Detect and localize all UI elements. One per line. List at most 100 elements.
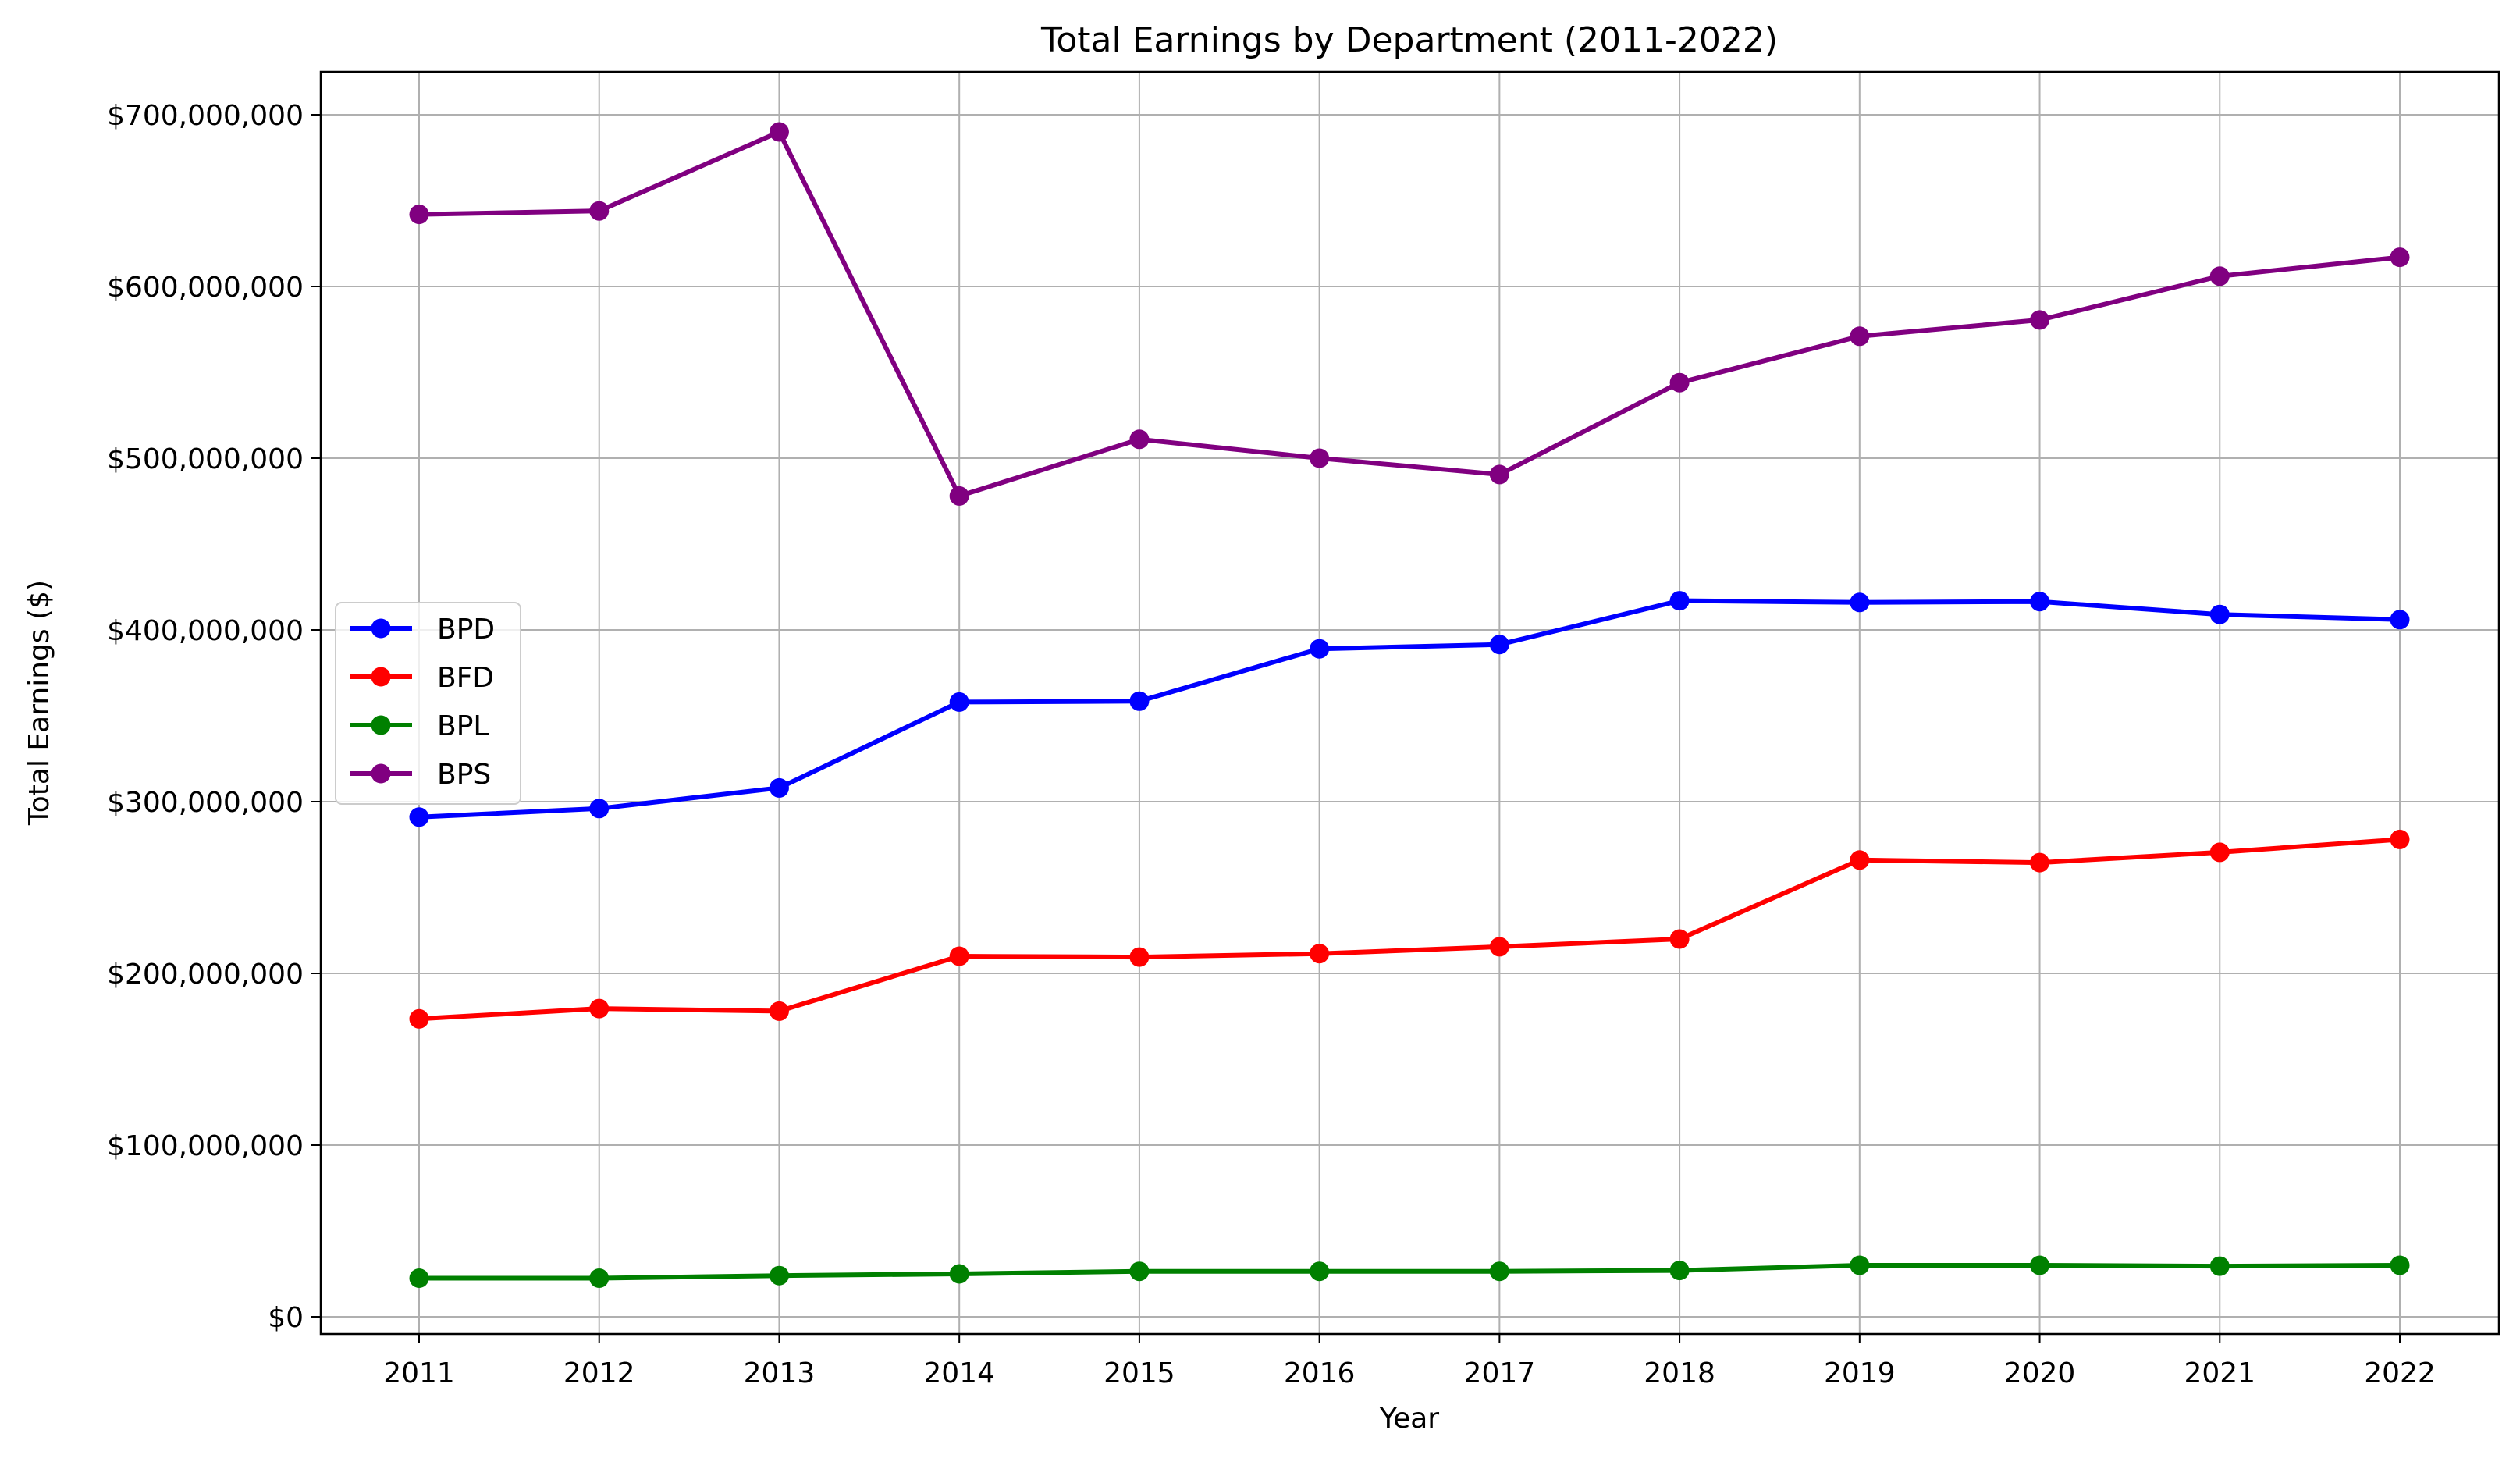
data-point-bpl bbox=[769, 1265, 789, 1286]
x-axis-title: Year bbox=[1379, 1403, 1439, 1435]
legend-label: BPD bbox=[437, 614, 495, 646]
x-tick-label: 2021 bbox=[2184, 1357, 2255, 1389]
y-tick-label: $300,000,000 bbox=[107, 787, 304, 819]
plot-area-frame bbox=[319, 70, 2500, 1336]
data-point-bps bbox=[1489, 464, 1509, 485]
data-point-bpd bbox=[1310, 639, 1330, 659]
data-point-bps bbox=[949, 486, 969, 506]
data-point-bfd bbox=[2030, 852, 2050, 873]
data-point-bpd bbox=[2030, 592, 2050, 612]
legend-item-bpl: BPL bbox=[350, 710, 489, 742]
legend-box bbox=[335, 602, 521, 805]
data-point-bfd bbox=[949, 946, 969, 966]
data-point-bpd bbox=[1669, 591, 1690, 611]
data-point-bfd bbox=[1310, 944, 1330, 964]
series-line-bps bbox=[417, 130, 2402, 499]
data-point-bfd bbox=[1489, 937, 1509, 957]
series-bpl bbox=[409, 1255, 2410, 1288]
x-tick-label: 2017 bbox=[1464, 1357, 1536, 1389]
y-tick-label: $100,000,000 bbox=[107, 1130, 304, 1162]
x-tick-label: 2011 bbox=[383, 1357, 455, 1389]
data-point-bfd bbox=[769, 1001, 789, 1021]
data-point-bpl bbox=[1310, 1261, 1330, 1282]
grid-lines bbox=[321, 72, 2499, 1334]
series-group bbox=[409, 122, 2410, 1288]
legend: BPD BFD BPL BPS bbox=[335, 602, 521, 805]
legend-label: BPL bbox=[437, 710, 489, 742]
data-point-bpd bbox=[409, 807, 429, 827]
y-axis-title: Total Earnings ($) bbox=[23, 580, 55, 826]
x-tick-label: 2016 bbox=[1284, 1357, 1356, 1389]
series-line-bpl bbox=[417, 1263, 2402, 1281]
y-tick-label: $500,000,000 bbox=[107, 443, 304, 475]
y-tick-label: $200,000,000 bbox=[107, 959, 304, 991]
data-point-bps bbox=[1850, 326, 1870, 347]
data-point-bpd bbox=[589, 799, 610, 819]
x-tick-label: 2019 bbox=[1824, 1357, 1896, 1389]
x-tick-label: 2015 bbox=[1104, 1357, 1175, 1389]
data-point-bps bbox=[409, 205, 429, 225]
data-point-bfd bbox=[2209, 842, 2230, 863]
data-point-bpd bbox=[1129, 691, 1150, 711]
x-tick-label: 2014 bbox=[923, 1357, 995, 1389]
legend-swatch-marker bbox=[371, 667, 391, 687]
y-tick-label: $400,000,000 bbox=[107, 615, 304, 647]
data-point-bpd bbox=[949, 692, 969, 712]
x-axis: 2011 2012 2013 2014 2015 2016 2017 2018 2019 2020… bbox=[383, 1334, 2436, 1389]
legend-item-bpd: BPD bbox=[350, 614, 495, 646]
x-tick-label: 2018 bbox=[1644, 1357, 1715, 1389]
legend-label: BPS bbox=[437, 759, 491, 791]
data-point-bfd bbox=[1850, 850, 1870, 870]
data-point-bpl bbox=[949, 1264, 969, 1284]
data-point-bpd bbox=[1850, 592, 1870, 613]
legend-item-bfd: BFD bbox=[350, 662, 494, 694]
legend-label: BFD bbox=[437, 662, 494, 694]
legend-item-bps: BPS bbox=[350, 759, 491, 791]
data-point-bpl bbox=[2390, 1255, 2410, 1275]
data-point-bpl bbox=[1489, 1261, 1509, 1282]
data-point-bps bbox=[769, 122, 789, 142]
data-point-bfd bbox=[1669, 929, 1690, 949]
data-point-bpl bbox=[2030, 1255, 2050, 1275]
chart-title: Total Earnings by Department (2011-2022) bbox=[1040, 20, 1778, 60]
series-bfd bbox=[409, 829, 2410, 1029]
data-point-bps bbox=[2209, 266, 2230, 286]
x-tick-label: 2020 bbox=[2004, 1357, 2076, 1389]
legend-swatch-marker bbox=[371, 715, 391, 735]
series-line-bpd bbox=[417, 598, 2402, 820]
y-tick-label: $0 bbox=[268, 1302, 304, 1334]
data-point-bpd bbox=[2390, 610, 2410, 630]
x-tick-label: 2013 bbox=[744, 1357, 816, 1389]
data-point-bpd bbox=[769, 777, 789, 798]
data-point-bpd bbox=[2209, 604, 2230, 624]
data-point-bps bbox=[1669, 372, 1690, 393]
legend-swatch-marker bbox=[371, 763, 391, 784]
data-point-bpl bbox=[2209, 1256, 2230, 1276]
data-point-bpl bbox=[409, 1268, 429, 1288]
data-point-bpl bbox=[1850, 1255, 1870, 1275]
y-tick-label: $700,000,000 bbox=[107, 100, 304, 132]
series-line-bfd bbox=[417, 837, 2402, 1022]
data-point-bfd bbox=[409, 1008, 429, 1029]
data-point-bpl bbox=[1129, 1261, 1150, 1282]
data-point-bpl bbox=[589, 1268, 610, 1288]
data-point-bpd bbox=[1489, 635, 1509, 655]
data-point-bfd bbox=[2390, 829, 2410, 849]
x-tick-label: 2012 bbox=[563, 1357, 635, 1389]
data-point-bps bbox=[1129, 429, 1150, 450]
data-point-bps bbox=[1310, 448, 1330, 468]
data-point-bfd bbox=[589, 998, 610, 1019]
y-tick-label: $600,000,000 bbox=[107, 272, 304, 304]
data-point-bps bbox=[2390, 247, 2410, 268]
data-point-bps bbox=[2030, 310, 2050, 330]
data-point-bpl bbox=[1669, 1261, 1690, 1281]
x-tick-label: 2022 bbox=[2364, 1357, 2436, 1389]
data-point-bfd bbox=[1129, 947, 1150, 967]
series-bpd bbox=[409, 591, 2410, 827]
y-axis: $0 $100,000,000 $200,000,000 $300,000,000 $4… bbox=[107, 100, 321, 1334]
legend-swatch-marker bbox=[371, 618, 391, 639]
series-bps bbox=[409, 122, 2410, 506]
data-point-bps bbox=[589, 201, 610, 221]
